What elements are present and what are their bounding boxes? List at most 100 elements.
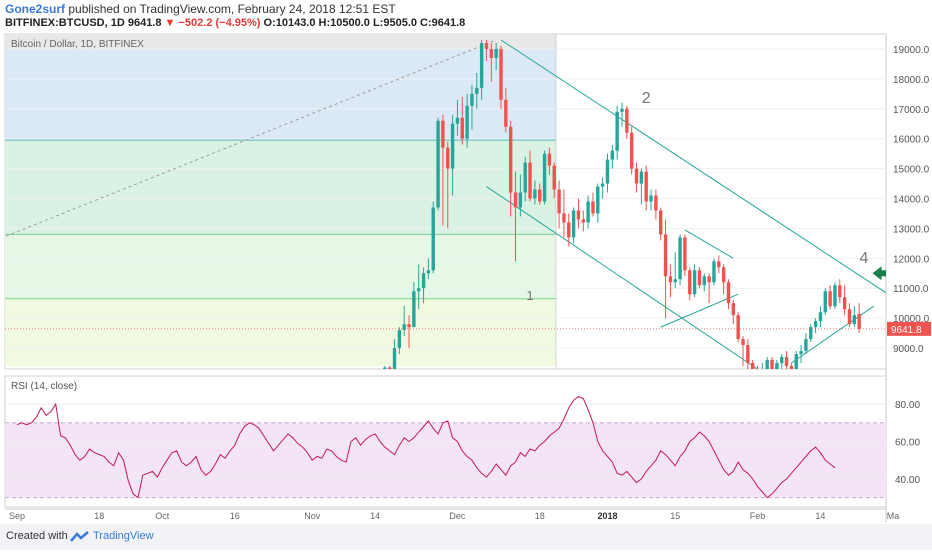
candle-body: [654, 195, 658, 211]
rsi-band: [5, 422, 886, 498]
candle-body: [436, 120, 440, 208]
candle-body: [518, 192, 523, 208]
candle-body: [407, 324, 411, 328]
candle-body: [809, 327, 813, 340]
candle-body: [838, 285, 842, 298]
candle-body: [441, 120, 445, 148]
candle-body: [750, 363, 755, 369]
time-axis-label: 15: [670, 511, 680, 521]
time-axis-label: 16: [230, 511, 240, 521]
tradingview-logo-icon: [70, 531, 89, 542]
candle-body: [610, 150, 615, 160]
candle-body: [629, 132, 634, 169]
candle-body: [552, 165, 556, 190]
wave-label: 1: [526, 288, 533, 303]
candle-body: [465, 105, 469, 139]
candle-body: [562, 213, 566, 223]
candle-body: [431, 207, 435, 271]
candle-body: [673, 279, 677, 283]
candle-body: [784, 357, 789, 367]
candle-body: [402, 324, 406, 331]
symbol-info: BITFINEX:BTCUSD, 1D 9641.8: [5, 17, 162, 29]
candle-body: [475, 87, 479, 94]
candle-body: [605, 159, 610, 184]
candle-body: [683, 237, 687, 271]
candle-body: [794, 354, 798, 369]
candle-body: [528, 162, 532, 199]
author-name[interactable]: Gone2surf: [5, 2, 66, 16]
candle-body: [591, 201, 595, 214]
candle-body: [523, 162, 527, 193]
rsi-pane-layer: [5, 396, 886, 499]
candle-body: [513, 192, 518, 208]
candle-body: [508, 126, 513, 193]
channel-line: [660, 293, 739, 328]
candle-body: [761, 372, 764, 375]
candle-body: [600, 183, 605, 187]
candle-body: [499, 48, 503, 100]
candle-body: [780, 357, 784, 364]
candle-body: [678, 237, 682, 280]
created-with-label: Created with: [6, 530, 68, 542]
candle-body: [707, 276, 711, 283]
tradingview-brand[interactable]: TradingView: [93, 530, 154, 542]
candle-body: [833, 285, 837, 307]
candle-body: [663, 234, 668, 277]
channel-line: [500, 39, 886, 294]
candle-body: [455, 117, 460, 124]
candle-body: [712, 261, 716, 283]
candle-body: [446, 147, 450, 169]
candle-body: [702, 276, 706, 286]
price-axis-label: 15000.0: [893, 165, 930, 176]
time-axis-label: 14: [370, 511, 380, 521]
candle-body: [721, 267, 726, 283]
candle-body: [842, 297, 847, 310]
publish-line: Gone2surf published on TradingView.com, …: [5, 2, 396, 16]
candle-body: [421, 273, 426, 289]
candle-body: [417, 288, 421, 292]
fib-zone: [5, 48, 556, 141]
candle-body: [538, 189, 542, 202]
candle-body: [387, 367, 392, 369]
rsi-axis-label: 80.00: [895, 400, 920, 411]
fib-zone: [5, 34, 556, 49]
candle-body: [717, 261, 721, 268]
rsi-title: RSI (14, close): [11, 381, 77, 392]
price-axis-label: 11000.0: [893, 284, 929, 295]
candle-body: [615, 111, 619, 151]
wave-label: 4: [860, 250, 869, 267]
candle-body: [775, 363, 779, 369]
main-pane-layer: [5, 34, 886, 375]
price-axis-label: 16000.0: [893, 135, 930, 146]
candle-body: [470, 93, 474, 106]
fib-zone: [5, 140, 556, 235]
candle-body: [847, 309, 852, 325]
candle-body: [460, 117, 464, 139]
candle-body: [770, 360, 774, 369]
candle-body: [620, 108, 624, 112]
chart-header: Gone2surf published on TradingView.com, …: [0, 0, 932, 34]
wave-label: 2: [642, 90, 651, 107]
time-axis-label: Oct: [155, 511, 170, 521]
candle-body: [731, 303, 736, 316]
candle-body: [412, 291, 416, 328]
time-axis-label: 14: [815, 511, 825, 521]
time-axis-label: Ma: [887, 511, 900, 521]
candle-body: [586, 201, 590, 223]
time-axis-label: 2018: [597, 511, 617, 521]
fib-zone: [5, 298, 556, 367]
rsi-axis-label: 60.00: [895, 438, 920, 449]
candle-body: [688, 270, 692, 295]
candle-body: [726, 282, 731, 304]
candle-body: [649, 195, 653, 202]
candle-body: [659, 210, 663, 235]
footer-bar: Created with TradingView: [0, 524, 932, 550]
candle-body: [567, 222, 571, 238]
candle-body: [625, 108, 629, 133]
candle-body: [692, 270, 697, 295]
candle-body: [504, 99, 508, 127]
time-axis-label: Nov: [304, 511, 321, 521]
candle-body: [479, 42, 484, 88]
